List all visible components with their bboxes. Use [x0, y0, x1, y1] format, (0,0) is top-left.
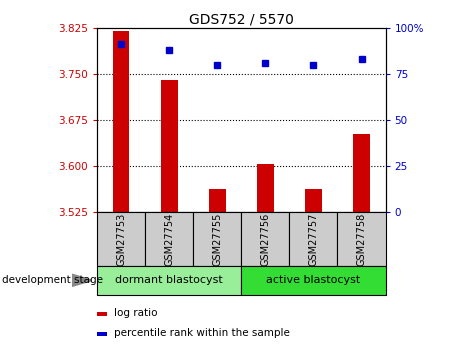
FancyBboxPatch shape — [241, 212, 290, 266]
Text: GSM27757: GSM27757 — [308, 212, 318, 266]
Text: log ratio: log ratio — [114, 308, 158, 318]
Bar — [209, 189, 226, 212]
Text: GSM27753: GSM27753 — [116, 212, 126, 266]
FancyBboxPatch shape — [337, 212, 386, 266]
Text: GSM27758: GSM27758 — [357, 212, 367, 266]
Text: GSM27755: GSM27755 — [212, 212, 222, 266]
Bar — [353, 134, 370, 212]
FancyBboxPatch shape — [97, 212, 145, 266]
FancyBboxPatch shape — [193, 212, 241, 266]
FancyBboxPatch shape — [145, 212, 193, 266]
Bar — [161, 80, 178, 212]
Bar — [113, 31, 129, 212]
Text: dormant blastocyst: dormant blastocyst — [115, 275, 223, 285]
Bar — [257, 164, 274, 212]
Text: development stage: development stage — [2, 275, 103, 285]
Text: GSM27756: GSM27756 — [260, 212, 270, 266]
Text: active blastocyst: active blastocyst — [267, 275, 360, 285]
Bar — [97, 332, 107, 336]
Bar — [305, 189, 322, 212]
FancyBboxPatch shape — [241, 266, 386, 295]
Title: GDS752 / 5570: GDS752 / 5570 — [189, 12, 294, 27]
Text: GSM27754: GSM27754 — [164, 212, 174, 266]
FancyBboxPatch shape — [290, 212, 337, 266]
Text: percentile rank within the sample: percentile rank within the sample — [114, 328, 290, 338]
FancyBboxPatch shape — [97, 266, 241, 295]
Polygon shape — [72, 274, 92, 286]
Bar — [97, 312, 107, 316]
